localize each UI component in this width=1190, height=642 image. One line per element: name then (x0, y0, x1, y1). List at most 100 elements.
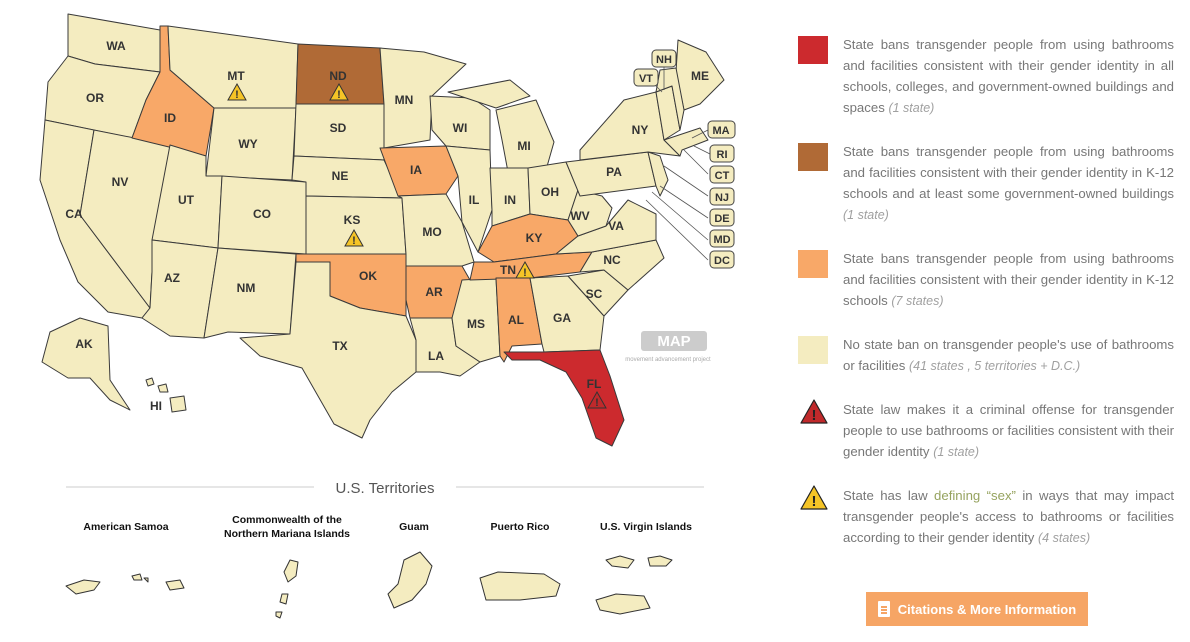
yellow-warning-icon: ! (800, 485, 828, 510)
map-warning-icon-TN: ! (515, 260, 535, 279)
swatch-orange (798, 250, 828, 278)
svg-text:DE: DE (714, 213, 729, 225)
label-NE: NE (332, 169, 349, 183)
svg-text:!: ! (235, 89, 239, 101)
state-NM[interactable] (203, 247, 297, 339)
svg-text:!: ! (337, 89, 341, 101)
label-FL: FL (587, 377, 602, 391)
callout-RI[interactable]: RI (709, 144, 735, 163)
territory-label-nmi-1: Commonwealth of the (232, 514, 342, 526)
label-TN: TN (500, 263, 516, 277)
state-NJ-DE-MD (647, 151, 669, 197)
svg-text:!: ! (352, 235, 356, 247)
legend-note: (1 state) (843, 208, 889, 222)
label-UT: UT (178, 193, 195, 207)
legend-text: State bans transgender people from using… (843, 251, 1174, 308)
legend-note: (1 state) (933, 445, 980, 459)
territory-american-samoa[interactable] (65, 573, 185, 595)
map-warning-icon-MT: ! (227, 82, 247, 101)
legend-text: No state ban on transgender people's use… (843, 337, 1174, 373)
callout-MD[interactable]: MD (709, 229, 735, 248)
label-ND: ND (329, 69, 347, 83)
citations-button[interactable]: Citations & More Information (866, 592, 1088, 626)
defining-sex-link[interactable]: defining “sex” (934, 488, 1016, 503)
label-NY: NY (632, 123, 649, 137)
svg-text:NJ: NJ (715, 192, 729, 204)
territory-puerto-rico[interactable] (479, 571, 561, 601)
svg-text:MA: MA (712, 125, 729, 137)
label-GA: GA (553, 311, 571, 325)
territory-guam[interactable] (387, 551, 433, 609)
svg-text:MD: MD (713, 234, 730, 246)
label-SC: SC (586, 287, 603, 301)
label-KY: KY (526, 231, 543, 245)
label-KS: KS (344, 213, 361, 227)
citations-button-label: Citations & More Information (897, 601, 1077, 617)
svg-text:CT: CT (715, 170, 730, 182)
legend-text: State bans transgender people from using… (843, 144, 1174, 201)
legend-item-defining-sex: ! State has law defining “sex” in ways t… (798, 485, 1174, 549)
document-icon (877, 601, 890, 617)
label-MO: MO (422, 225, 441, 239)
state-HI[interactable] (145, 377, 187, 413)
label-WI: WI (453, 121, 468, 135)
callout-NJ[interactable]: NJ (709, 187, 735, 206)
label-WV: WV (570, 209, 589, 223)
svg-text:MAP: MAP (657, 333, 690, 350)
label-MT: MT (227, 69, 245, 83)
legend-item-k12-and-gov: State bans transgender people from using… (798, 141, 1174, 226)
territory-label-nmi-2: Northern Mariana Islands (224, 528, 350, 540)
label-OH: OH (541, 185, 559, 199)
legend-item-none: No state ban on transgender people's use… (798, 334, 1174, 377)
callout-VT[interactable]: VT (633, 68, 659, 87)
legend: State bans transgender people from using… (798, 34, 1174, 571)
label-AZ: AZ (164, 271, 180, 285)
state-MA-CT (663, 127, 709, 157)
state-AK[interactable] (41, 317, 131, 411)
callout-NH[interactable]: NH (651, 49, 677, 68)
label-LA: LA (428, 349, 444, 363)
map-warning-icon-ND: ! (329, 82, 349, 101)
svg-text:DC: DC (714, 255, 730, 267)
label-IN: IN (504, 193, 516, 207)
state-TX[interactable] (239, 261, 417, 439)
swatch-red (798, 36, 828, 64)
label-WA: WA (106, 39, 126, 53)
legend-note: (4 states) (1038, 531, 1091, 545)
swatch-brown (798, 143, 828, 171)
state-IA[interactable] (379, 145, 459, 197)
legend-text: State has law (843, 488, 935, 503)
us-map: WA OR CA NV ID MT WY UT AZ CO NM ND SD N… (39, 13, 736, 619)
swatch-cream (798, 336, 828, 364)
label-AR: AR (425, 285, 443, 299)
svg-text:!: ! (595, 397, 599, 409)
label-NM: NM (237, 281, 256, 295)
map-warning-icon-FL: ! (587, 390, 607, 409)
label-OR: OR (86, 91, 104, 105)
callout-DC[interactable]: DC (709, 250, 735, 269)
map-watermark: MAP movement advancement project (625, 331, 711, 363)
callout-DE[interactable]: DE (709, 208, 735, 227)
state-FL[interactable] (503, 349, 625, 447)
label-CO: CO (253, 207, 271, 221)
legend-text: State bans transgender people from using… (843, 37, 1174, 115)
legend-item-all-buildings: State bans transgender people from using… (798, 34, 1174, 119)
svg-text:!: ! (812, 493, 817, 510)
territory-usvi[interactable] (595, 555, 673, 615)
legend-item-criminal: ! State law makes it a criminal offense … (798, 399, 1174, 463)
label-PA: PA (606, 165, 622, 179)
label-SD: SD (330, 121, 347, 135)
callout-MA[interactable]: MA (707, 120, 736, 139)
territory-nmi[interactable] (275, 559, 299, 619)
label-MN: MN (395, 93, 414, 107)
label-ID: ID (164, 111, 176, 125)
label-TX: TX (332, 339, 347, 353)
callout-CT[interactable]: CT (709, 165, 735, 184)
red-warning-icon: ! (800, 399, 828, 424)
state-VT-NH (655, 67, 685, 131)
legend-text: in ways that may impact transgender peop… (843, 488, 1174, 545)
territory-label-usvi: U.S. Virgin Islands (600, 521, 692, 533)
territory-label-guam: Guam (399, 521, 429, 533)
label-MS: MS (467, 317, 485, 331)
legend-note: (1 state) (888, 101, 935, 115)
